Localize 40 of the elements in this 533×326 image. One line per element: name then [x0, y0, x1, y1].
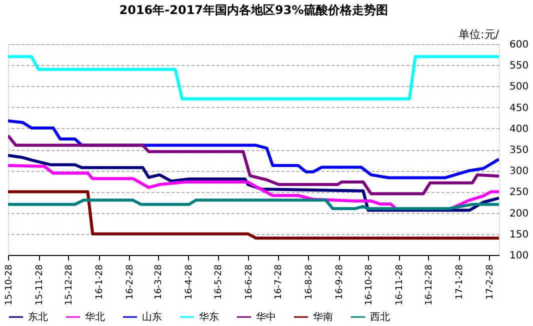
x-tick-label: 15-10-28	[4, 264, 14, 306]
y-tick-label: 450	[510, 102, 529, 114]
legend-label: 华北	[85, 311, 105, 323]
y-tick-label: 600	[510, 40, 529, 50]
legend-label: 华南	[313, 311, 333, 323]
x-tick-label: 16-5-28	[214, 264, 224, 300]
x-tick-label: 16-9-28	[335, 264, 346, 300]
line-series	[8, 154, 499, 212]
chart-title: 2016年-2017年国内各地区93%硫酸价格走势图	[119, 3, 388, 17]
legend-label: 山东	[142, 311, 162, 323]
y-tick-label: 200	[510, 208, 529, 220]
legend-label: 西北	[370, 311, 390, 323]
x-tick-label: 16-3-28	[154, 264, 164, 300]
text: 单位:元/	[458, 28, 500, 41]
x-tick-label: 16-6-28	[244, 264, 255, 300]
x-tick-label: 16-2-28	[126, 264, 136, 300]
y-tick-label: 250	[510, 187, 529, 198]
x-tick-label: 16-1-28	[95, 264, 106, 300]
y-tick-label: 400	[510, 124, 529, 135]
legend-label: 华东	[199, 311, 219, 323]
legend-label: 东北	[28, 311, 48, 323]
line-series	[8, 134, 499, 196]
y-tick-label: 500	[510, 82, 529, 93]
x-tick-label: 17-1-28	[455, 264, 466, 300]
x-tick-label: 16-4-28	[184, 264, 195, 300]
x-tick-label: 16-12-28	[424, 264, 435, 306]
legend-label: 华中	[256, 311, 276, 323]
x-tick-label: 16-7-28	[274, 264, 284, 300]
x-tick-label: 15-11-28	[35, 264, 46, 306]
y-tick-label: 100	[510, 250, 529, 262]
y-tick-label: 150	[510, 229, 529, 240]
x-tick-label: 15-12-28	[64, 264, 75, 306]
y-tick-label: 300	[510, 166, 529, 178]
x-tick-label: 16-8-28	[304, 264, 315, 300]
y-tick-label: 350	[510, 145, 529, 156]
y-tick-label: 550	[510, 60, 529, 72]
x-tick-label: 17-2-28	[486, 264, 496, 300]
x-tick-label: 16-11-28	[395, 264, 406, 306]
x-tick-label: 16-10-28	[364, 264, 375, 306]
line-series	[8, 198, 499, 210]
